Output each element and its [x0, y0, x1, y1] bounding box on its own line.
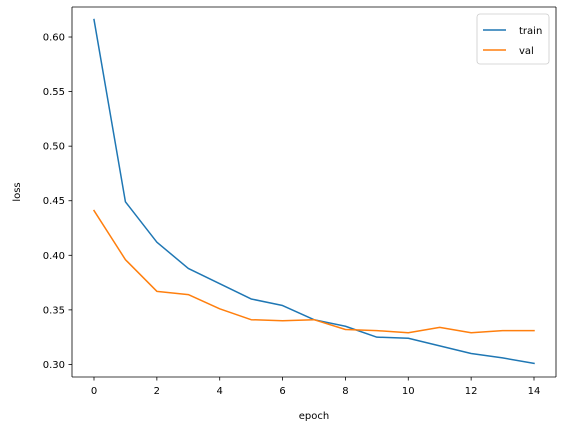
y-axis-label: loss	[12, 182, 23, 201]
y-tick-label-0.30: 0.30	[43, 360, 65, 371]
legend-label-val: val	[519, 46, 534, 57]
x-tick-label-4: 4	[217, 386, 223, 397]
legend-label-train: train	[519, 26, 542, 37]
y-tick-label-0.60: 0.60	[43, 33, 65, 44]
legend: train val	[476, 13, 550, 65]
y-tick-label-0.40: 0.40	[43, 251, 65, 262]
y-tick-label-0.35: 0.35	[43, 305, 65, 316]
x-tick-label-6: 6	[279, 386, 285, 397]
x-tick-label-12: 12	[465, 386, 478, 397]
x-tick-label-2: 2	[154, 386, 160, 397]
x-tick-label-8: 8	[342, 386, 348, 397]
x-tick-label-14: 14	[528, 386, 541, 397]
plot-area	[72, 7, 556, 377]
x-tick-label-10: 10	[402, 386, 415, 397]
x-axis-label: epoch	[299, 411, 329, 422]
y-tick-label-0.55: 0.55	[43, 87, 65, 98]
y-tick-label-0.50: 0.50	[43, 142, 65, 153]
legend-frame	[476, 13, 550, 65]
y-tick-label-0.45: 0.45	[43, 196, 65, 207]
series-line-val	[92, 209, 535, 334]
x-tick-label-0: 0	[91, 386, 97, 397]
